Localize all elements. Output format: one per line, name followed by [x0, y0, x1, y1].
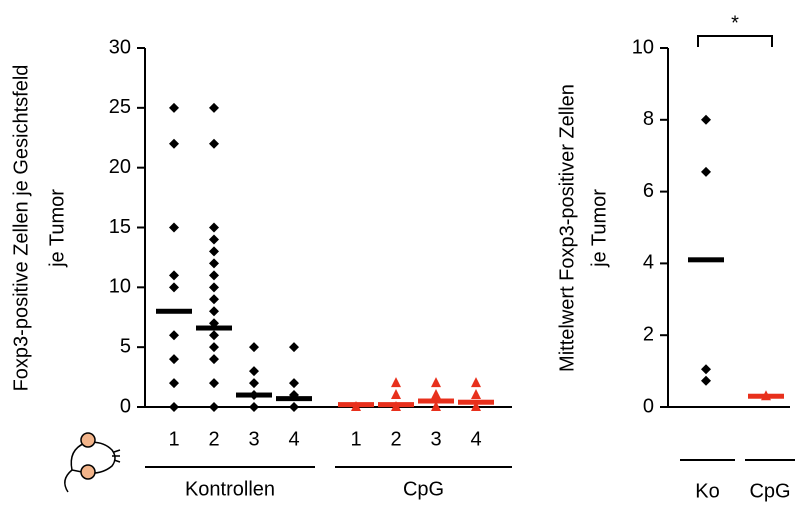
data-point	[471, 377, 481, 388]
y-tick-label: 2	[643, 323, 654, 345]
mean-bar	[748, 393, 784, 399]
y-tick-label: 0	[643, 395, 654, 417]
mean-bar	[236, 392, 272, 398]
data-point	[169, 138, 179, 149]
mean-bar	[688, 257, 724, 263]
category-label: 2	[208, 428, 219, 450]
category-label: 3	[430, 428, 441, 450]
mean-bar	[276, 396, 312, 402]
mean-bar	[458, 399, 494, 405]
data-point	[289, 378, 299, 389]
data-point	[701, 114, 711, 125]
data-point	[169, 102, 179, 113]
y-tick-label: 8	[643, 108, 654, 130]
category-label: 3	[248, 428, 259, 450]
data-point	[169, 222, 179, 233]
data-point	[209, 330, 219, 341]
annotation: *	[731, 12, 739, 34]
data-point	[209, 102, 219, 113]
data-point	[209, 378, 219, 389]
y-axis-label: Foxp3-positive Zellen je Gesichtsfeld	[10, 65, 32, 392]
data-point	[249, 402, 259, 412]
category-label: 4	[470, 428, 481, 450]
data-point	[249, 378, 259, 389]
y-tick-label: 15	[109, 216, 131, 238]
y-tick-label: 0	[120, 395, 131, 417]
group-label: Ko	[695, 480, 719, 502]
category-label: 2	[390, 428, 401, 450]
y-tick-label: 5	[120, 335, 131, 357]
data-point	[169, 402, 179, 412]
mean-bar	[338, 402, 374, 408]
group-label: CpG	[403, 478, 444, 500]
data-point	[209, 402, 219, 412]
data-point	[209, 306, 219, 317]
group-label: CpG	[749, 480, 790, 502]
category-label: 4	[288, 428, 299, 450]
y-tick-label: 10	[632, 36, 654, 58]
data-point	[249, 366, 259, 377]
y-tick-label: 30	[109, 36, 131, 58]
data-point	[209, 138, 219, 149]
data-point	[209, 222, 219, 233]
data-point	[249, 342, 259, 353]
data-point	[431, 389, 441, 400]
mouse-icon	[64, 432, 121, 493]
data-point	[289, 402, 299, 412]
y-tick-label: 25	[109, 96, 131, 118]
data-point	[169, 378, 179, 389]
category-label: 1	[350, 428, 361, 450]
data-point	[169, 282, 179, 293]
data-point	[169, 354, 179, 365]
y-axis-label: Mittelwert Foxp3-positiver Zellen	[556, 84, 578, 372]
data-point	[209, 294, 219, 305]
mean-bar	[156, 308, 192, 314]
data-point	[391, 389, 401, 400]
mean-bar	[418, 398, 454, 404]
mean-bar	[378, 402, 414, 408]
y-axis-label: je Tumor	[46, 189, 68, 268]
data-point	[701, 166, 711, 177]
y-axis-label: je Tumor	[588, 189, 610, 268]
data-point	[209, 342, 219, 353]
data-point	[471, 389, 481, 400]
data-point	[701, 364, 711, 375]
y-tick-label: 4	[643, 252, 654, 274]
data-point	[701, 375, 711, 386]
significance-bracket	[697, 35, 773, 47]
data-point	[169, 270, 179, 281]
category-label: 1	[168, 428, 179, 450]
y-tick-label: 20	[109, 156, 131, 178]
data-point	[209, 258, 219, 269]
data-point	[289, 342, 299, 353]
data-point	[471, 401, 481, 411]
data-point	[169, 330, 179, 341]
mean-bar	[196, 325, 232, 331]
data-point	[431, 377, 441, 388]
y-tick-label: 6	[643, 180, 654, 202]
data-point	[431, 401, 441, 411]
data-point	[209, 270, 219, 281]
data-point	[209, 234, 219, 245]
data-point	[209, 246, 219, 257]
group-label: Kontrollen	[185, 478, 275, 500]
data-point	[209, 354, 219, 365]
data-point	[391, 377, 401, 388]
data-point	[209, 282, 219, 293]
y-tick-label: 10	[109, 276, 131, 298]
